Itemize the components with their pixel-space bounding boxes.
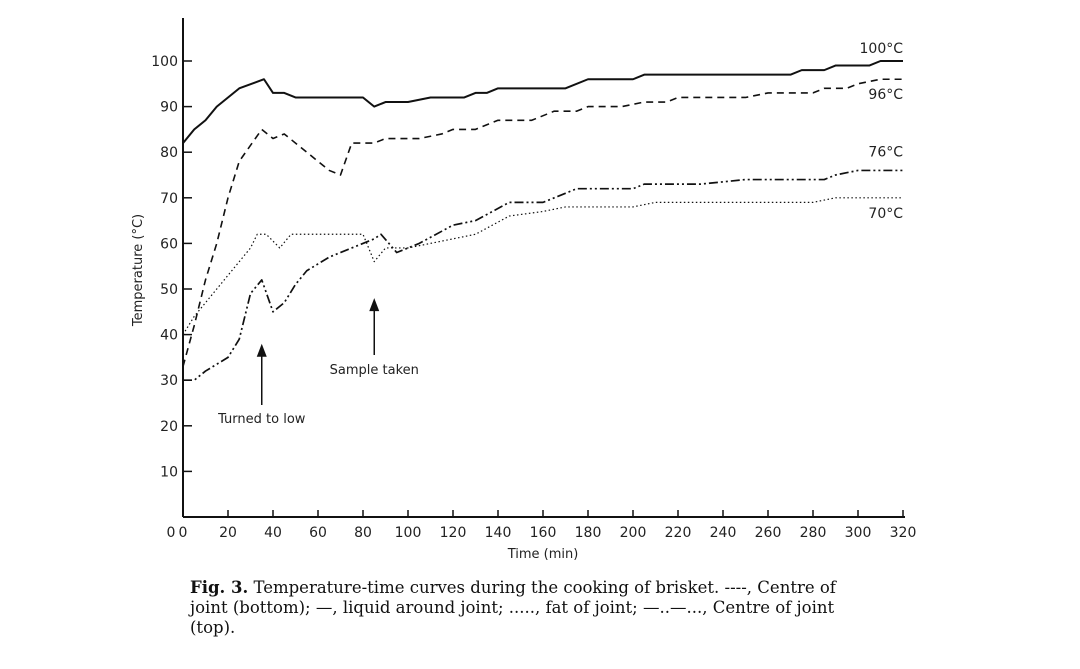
y-tick-label: 90: [160, 100, 178, 116]
x-axis-label: Time (min): [507, 547, 579, 562]
y-tick-label: 10: [160, 464, 178, 480]
origin-label: 0: [167, 525, 176, 541]
x-tick-label: 260: [755, 525, 782, 541]
annotation-label: Sample taken: [330, 363, 419, 378]
series-end-label: 100°C: [860, 41, 904, 57]
x-tick-label: 320: [890, 525, 917, 541]
axes: 0 20 40 60 80 100 120 140 160 180 200 220 240 260 280 3…: [151, 18, 916, 541]
series-end-label: 96°C: [868, 87, 903, 103]
x-tick-label: 100: [395, 525, 422, 541]
x-tick-label: 80: [354, 525, 372, 541]
caption-text: Temperature-time curves during the cooki…: [190, 578, 836, 637]
y-tick-label: 30: [160, 373, 178, 389]
x-tick-label: 20: [219, 525, 237, 541]
annotation-arrowhead: [369, 298, 380, 312]
series-line-dashed: [182, 78, 903, 367]
x-tick-label: 120: [440, 525, 467, 541]
y-tick-label: 70: [160, 191, 178, 207]
y-tick-label: 60: [160, 236, 178, 252]
x-tick-label: 0: [179, 525, 188, 541]
y-tick-label: 100: [151, 54, 178, 70]
y-tick-label: 50: [160, 282, 178, 298]
x-tick-label: 140: [485, 525, 512, 541]
x-tick-label: 180: [575, 525, 602, 541]
x-tick-label: 220: [665, 525, 692, 541]
series-end-label: 70°C: [868, 206, 903, 222]
series-group: 100°C 96°C 76°C 70°C: [182, 41, 904, 382]
x-tick-label: 60: [309, 525, 327, 541]
annotation-arrowhead: [256, 343, 267, 357]
figure-caption: Fig. 3. Temperature-time curves during t…: [190, 578, 870, 638]
x-tick-label: 240: [710, 525, 737, 541]
annotations: Turned to low Sample taken: [217, 298, 419, 427]
y-axis-label: Temperature (°C): [131, 214, 146, 327]
y-tick-label: 40: [160, 328, 178, 344]
annotation-label: Turned to low: [217, 412, 306, 427]
x-tick-label: 200: [620, 525, 647, 541]
x-tick-label: 160: [530, 525, 557, 541]
x-tick-label: 300: [845, 525, 872, 541]
y-tick-label: 20: [160, 419, 178, 435]
series-line-dotted: [182, 197, 903, 335]
series-line-dashdot: [183, 169, 903, 382]
x-tick-label: 280: [800, 525, 827, 541]
series-line-solid: [182, 60, 903, 144]
figure-number: Fig. 3.: [190, 578, 249, 597]
y-tick-label: 80: [160, 145, 178, 161]
series-end-label: 76°C: [868, 144, 903, 160]
x-tick-label: 40: [264, 525, 282, 541]
